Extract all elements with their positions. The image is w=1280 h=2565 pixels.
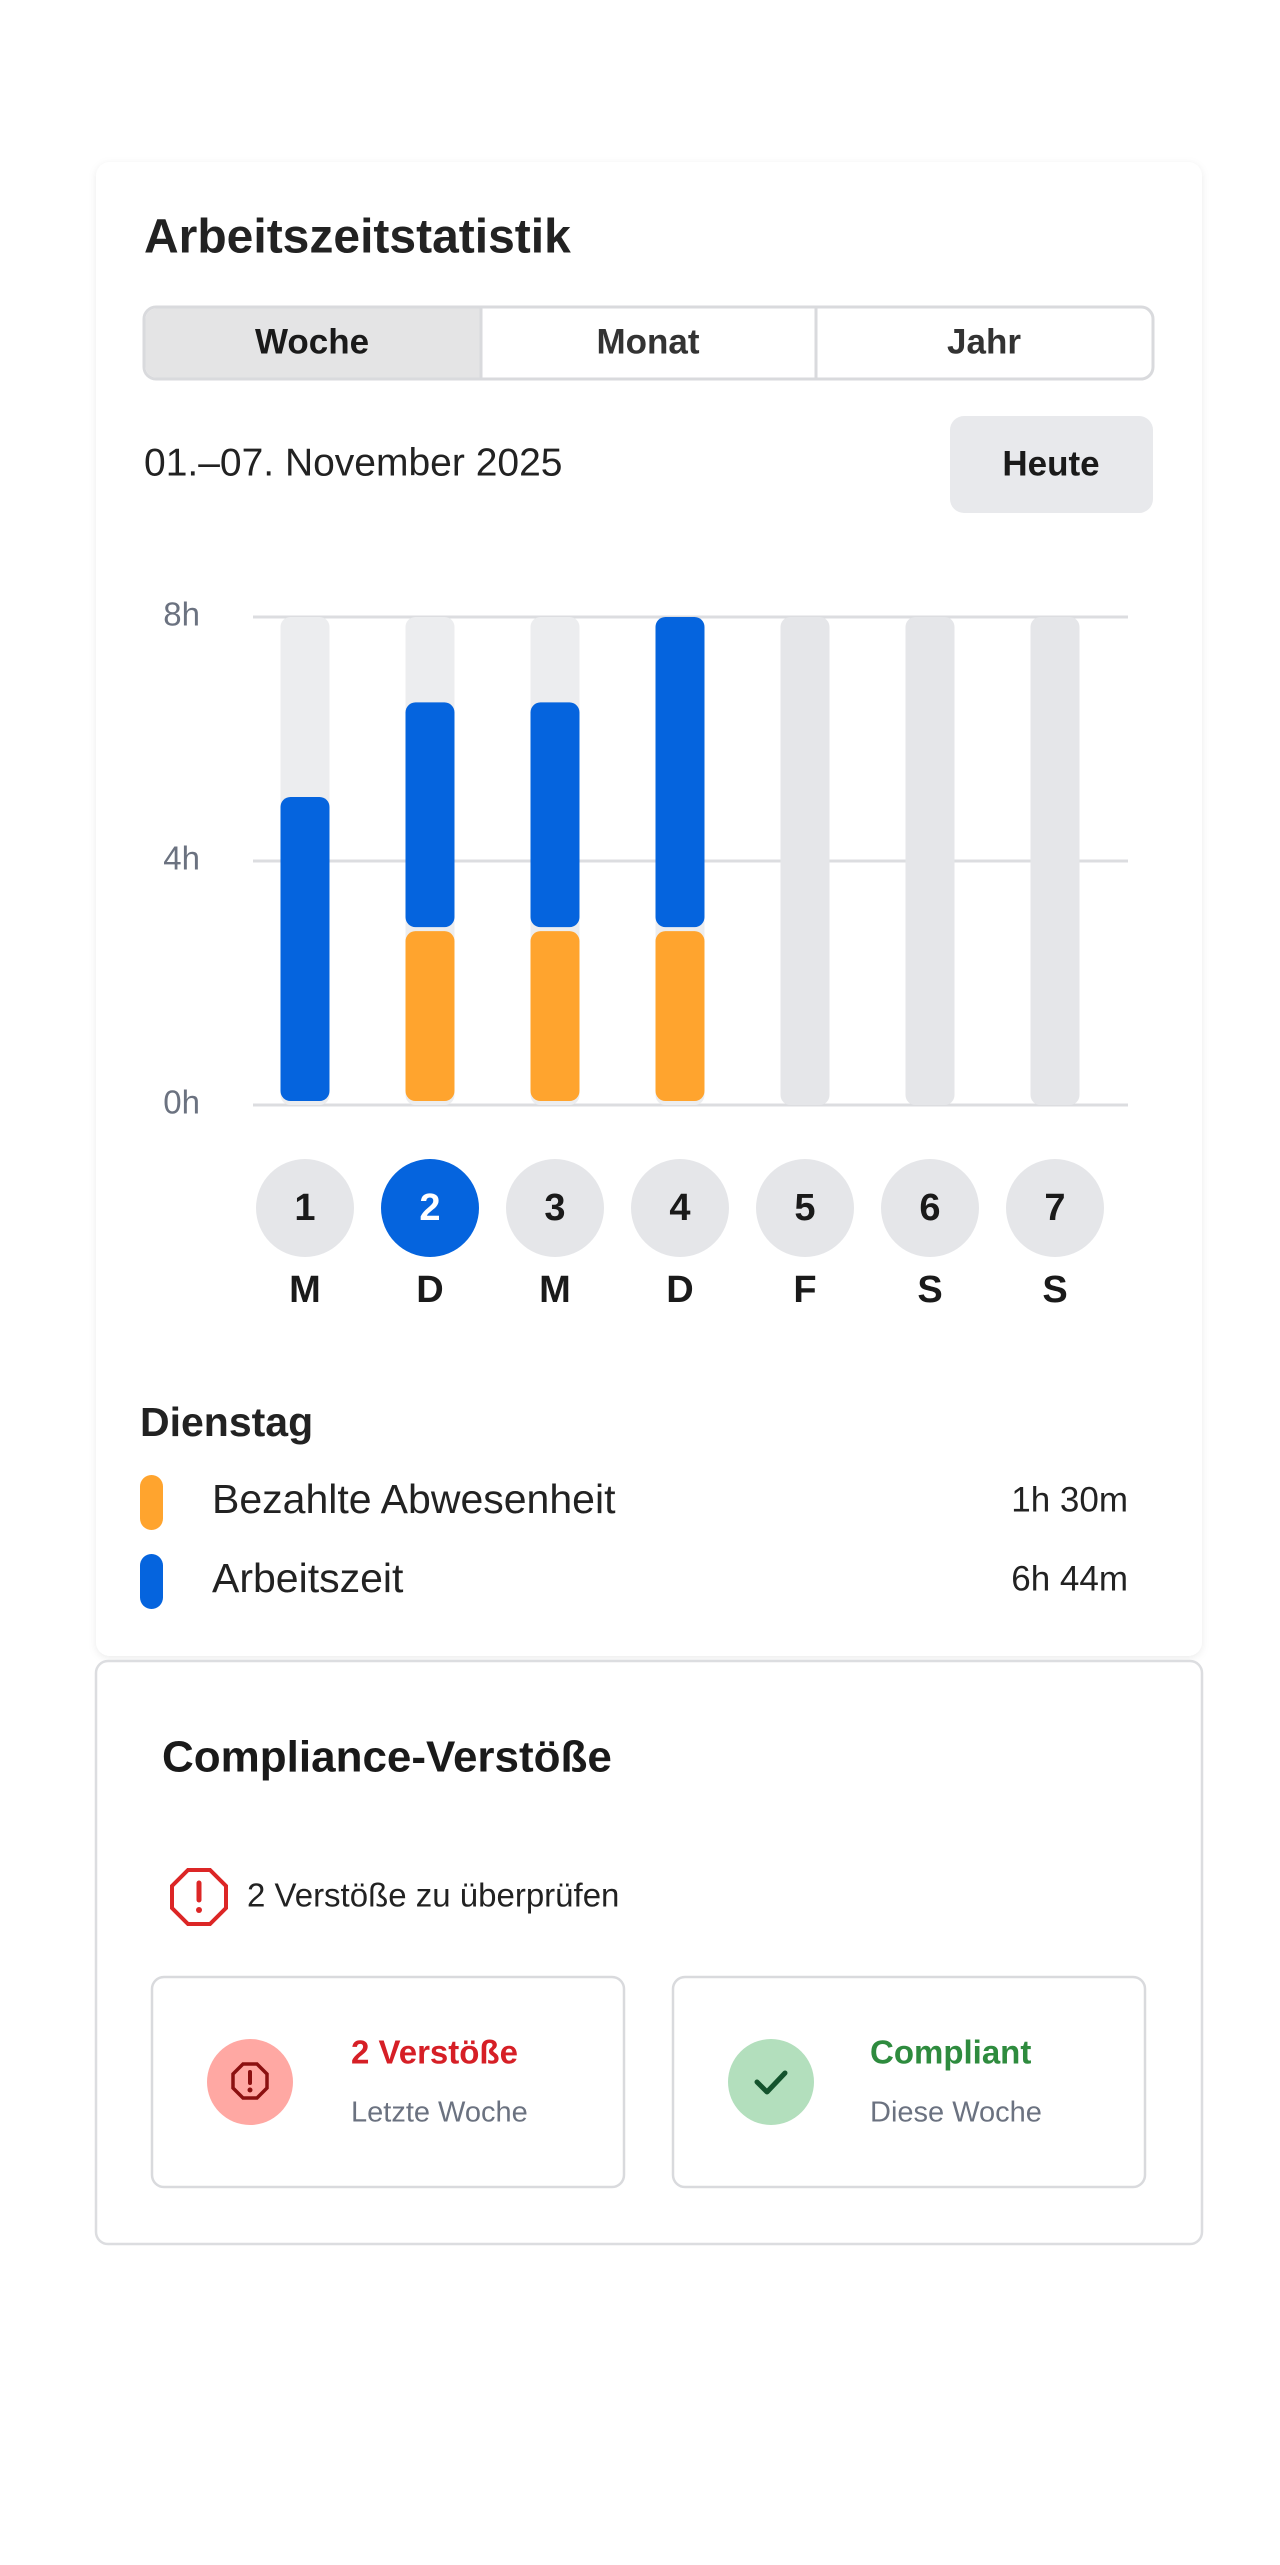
y-tick-label: 4h [163, 840, 200, 877]
date-range: 01.–07. November 2025 [144, 441, 562, 484]
legend-value: 6h 44m [1011, 1559, 1128, 1598]
bar-segment [280, 796, 330, 1101]
day-number: 7 [1044, 1187, 1065, 1229]
legend-value: 1h 30m [1011, 1480, 1128, 1519]
ok-badge [728, 2039, 814, 2125]
day-circle[interactable] [631, 1159, 729, 1257]
bar-track [905, 617, 955, 1105]
status-subtitle: Letzte Woche [351, 2097, 528, 2129]
compliance-title: Compliance-Verstöße [162, 1733, 612, 1782]
violation-icon [231, 2062, 269, 2100]
status-card [671, 1975, 1147, 2189]
y-tick-label: 8h [163, 596, 200, 633]
warning-icon [196, 1907, 202, 1913]
bar-segment [405, 702, 455, 928]
bar-segment [530, 702, 580, 928]
day-circle[interactable] [756, 1159, 854, 1257]
bar-segment [405, 931, 455, 1101]
status-subtitle: Diese Woche [870, 2097, 1042, 2129]
weekday: S [917, 1269, 942, 1311]
day-circle[interactable] [381, 1159, 479, 1257]
bar-segment [530, 931, 580, 1101]
status-card [150, 1975, 626, 2189]
today-label[interactable]: Heute [1002, 444, 1099, 483]
weekday: S [1042, 1269, 1067, 1311]
stats-card [96, 162, 1202, 1656]
legend: Bezahlte Abwesenheit 1h 30m Arbeitszeit 6h … [140, 1475, 1128, 1609]
day-circle[interactable] [256, 1159, 354, 1257]
legend-swatch [140, 1554, 163, 1609]
legend-label: Bezahlte Abwesenheit [212, 1476, 616, 1522]
chart: 0h 4h 8h 1 M 2 D 3 M 4 D 5 F 6 S 7 S [163, 596, 1128, 1311]
tab[interactable]: Woche [255, 322, 369, 361]
bar-track [1030, 617, 1080, 1105]
title: Arbeitszeitstatistik [144, 211, 571, 264]
day-circle[interactable] [1006, 1159, 1104, 1257]
day-circle[interactable] [881, 1159, 979, 1257]
day-circle[interactable] [506, 1159, 604, 1257]
weekday: F [793, 1269, 816, 1311]
weekday: D [666, 1269, 693, 1311]
bar-segment [655, 931, 705, 1101]
selected-day: Dienstag [140, 1399, 313, 1445]
weekday: M [539, 1269, 571, 1311]
weekday: D [416, 1269, 443, 1311]
violation-icon [247, 2087, 253, 2093]
ok-icon [754, 2070, 788, 2095]
day-number: 1 [294, 1187, 315, 1229]
warning-icon [170, 1868, 228, 1926]
active-tab-bg [145, 308, 480, 378]
day-number: 6 [919, 1187, 940, 1229]
status-title: 2 Verstöße [351, 2034, 518, 2071]
day-number: 5 [794, 1187, 815, 1229]
bar-track [780, 617, 830, 1105]
today-button[interactable] [950, 416, 1153, 513]
compliance-summary: 2 Verstöße zu überprüfen [247, 1877, 619, 1914]
bar-segment [655, 617, 705, 928]
day-number: 3 [544, 1187, 565, 1229]
legend-label: Arbeitszeit [212, 1555, 404, 1601]
day-number: 4 [669, 1187, 690, 1229]
weekday: M [289, 1269, 321, 1311]
day-number: 2 [419, 1187, 440, 1229]
y-tick-label: 0h [163, 1084, 200, 1121]
legend-swatch [140, 1475, 163, 1530]
tab[interactable]: Monat [596, 322, 699, 361]
tab[interactable]: Jahr [947, 322, 1021, 361]
status-title: Compliant [870, 2034, 1031, 2071]
